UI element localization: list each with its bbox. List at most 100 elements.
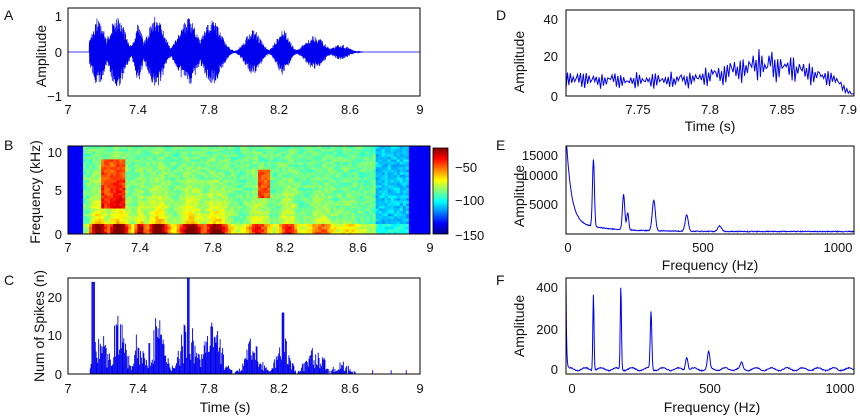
spike-bar [121,324,123,374]
spectrogram-cell [245,187,250,191]
spectrogram-cell [119,231,123,235]
spectrogram-cell [206,215,211,219]
spectrogram-cell [158,192,162,196]
spectrogram-cell [116,174,120,178]
spectrogram-cell [258,231,262,235]
spectrogram-cell [381,171,386,175]
spectrogram-cell [282,205,286,209]
spectrogram-cell [315,161,319,165]
spectrogram-cell [236,221,241,225]
spectrogram-cell [363,213,368,217]
spectrogram-cell [381,202,386,206]
spectrogram-cell [128,195,132,199]
spectrogram-cell [264,174,268,178]
spike-bar [215,342,217,374]
spectrogram-cell [369,153,374,157]
spectrogram-cell [297,213,301,217]
spectrogram-cell [384,146,389,149]
spectrogram-cell [399,195,404,199]
spectrogram-cell [297,192,301,196]
spectrogram-cell [411,153,416,157]
spectrogram-cell [339,158,343,162]
spectrogram-cell [143,184,147,188]
spectrogram-cell [155,151,159,155]
spectrogram-cell [345,161,349,165]
spectrogram-cell [300,146,304,149]
spectrogram-cell [146,171,150,175]
spectrogram-cell [405,221,410,225]
spectrogram-cell [369,228,374,232]
spectrogram-cell [125,195,129,199]
spectrogram-cell [318,177,322,181]
spectrogram-cell [294,171,298,175]
spectrogram-cell [119,177,123,181]
spectrogram-cell [227,200,232,204]
spectrogram-cell [300,215,304,219]
spectrogram-cell [297,190,301,193]
spectrogram-cell [140,184,144,188]
spectrogram-cell [423,148,428,152]
spectrogram-cell [363,208,368,212]
spectrogram-cell [203,202,208,206]
spectrogram-cell [164,218,168,222]
spectrogram-cell [420,223,425,227]
spectrogram-cell [315,221,319,225]
spectrogram-cell [405,158,410,162]
spectrogram-cell [261,228,265,232]
spectrogram-cell [342,228,346,232]
spectrogram-cell [230,213,235,217]
spike-bar [242,363,244,374]
spectrogram-cell [360,200,365,204]
spectrogram-cell [137,215,141,219]
spectrogram-cell [357,166,362,170]
spectrogram-cell [393,218,398,222]
spectrogram-cell [375,205,380,209]
spectrogram-cell [252,164,256,168]
spectrogram-cell [122,215,126,219]
spectrogram-cell [191,179,196,183]
spectrogram-cell [393,195,398,199]
spectrogram-cell [86,177,90,181]
spectrogram-cell [324,169,328,173]
spectrogram-cell [182,228,187,232]
spectrogram-cell [113,177,117,181]
spectrogram-cell [249,231,253,235]
spectrogram-cell [273,161,277,165]
spectrogram-cell [291,146,295,149]
spectrogram-cell [408,174,413,178]
spike-bar [108,360,110,374]
spectrogram-cell [110,158,114,162]
spike-bar [166,363,168,374]
spike-bar [107,354,109,374]
spectrogram-cell [387,158,392,162]
spectrogram-cell [417,205,422,209]
spectrogram-cell [288,184,292,188]
spike-bar [145,365,146,374]
spectrogram-cell [396,151,401,155]
spectrogram-cell [179,148,184,152]
spectrogram-cell [83,156,87,160]
spectrogram-cell [369,174,374,178]
spectrogram-cell [339,221,343,225]
spectrogram-cell [101,192,105,196]
spectrogram-cell [318,161,322,165]
spectrogram-cell [282,161,286,165]
spectrogram-cell [104,146,108,149]
spike-bar [331,370,333,374]
spectrogram-cell [321,210,325,214]
spectrogram-cell [152,182,156,186]
spectrogram-cell [291,228,295,232]
spectrogram-cell [372,179,377,183]
spectrogram-cell [107,182,111,186]
spectrogram-cell [318,153,322,157]
spectrogram-cell [297,166,301,170]
spectrogram-cell [354,208,358,212]
spectrogram-cell [197,156,202,160]
spike-bar [245,359,247,374]
spectrogram-cell [74,184,78,188]
spectrogram-cell [384,156,389,160]
spectrogram-cell [336,169,340,173]
spectrogram-cell [194,226,199,230]
spectrogram-cell [351,174,355,178]
spectrogram-cell [128,158,132,162]
